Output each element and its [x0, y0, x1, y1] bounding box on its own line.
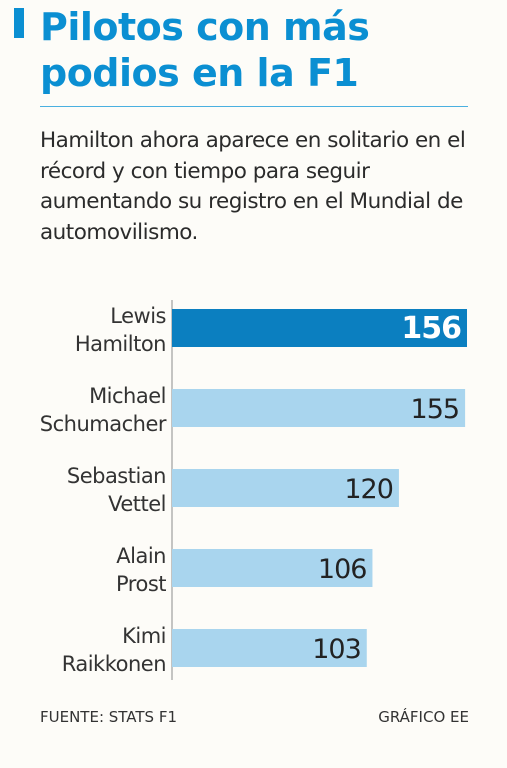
bar-chart-svg: 156 Lewis Hamilton 155 Michael Schumacher 120 S… [40, 300, 467, 680]
bar-0 [172, 309, 467, 347]
category-label-1-1: Schumacher [40, 412, 167, 436]
bar-value-label-3: 106 [318, 554, 367, 585]
category-label-2-1: Vettel [108, 492, 166, 516]
category-label-1-0: Michael [89, 384, 166, 408]
bar-value-label-2: 120 [344, 474, 393, 505]
bar-value-label-0: 156 [401, 311, 461, 346]
category-label-4-0: Kimi [122, 624, 166, 648]
bar-chart: 156 Lewis Hamilton 155 Michael Schumacher 120 S… [0, 300, 507, 680]
category-label-2-0: Sebastian [67, 464, 166, 488]
category-label-4-1: Raikkonen [62, 652, 166, 676]
bar-value-label-4: 103 [312, 634, 361, 665]
title-divider [40, 106, 468, 107]
category-label-3-0: Alain [116, 544, 166, 568]
category-label-3-1: Prost [116, 572, 166, 596]
bar-2 [172, 469, 399, 507]
bar-1 [172, 389, 466, 427]
graphic-credit: GRÁFICO EE [378, 708, 469, 726]
chart-subtitle: Hamilton ahora aparece en solitario en e… [40, 128, 466, 245]
category-label-0-0: Lewis [110, 304, 166, 328]
category-label-0-1: Hamilton [75, 332, 166, 356]
chart-title: Pilotos con más podios en la F1 [40, 5, 370, 95]
title-accent-bar [14, 8, 24, 38]
bar-3 [172, 549, 373, 587]
bar-value-label-1: 155 [411, 394, 460, 425]
bar-4 [172, 629, 367, 667]
source-note: FUENTE: STATS F1 [40, 708, 178, 726]
